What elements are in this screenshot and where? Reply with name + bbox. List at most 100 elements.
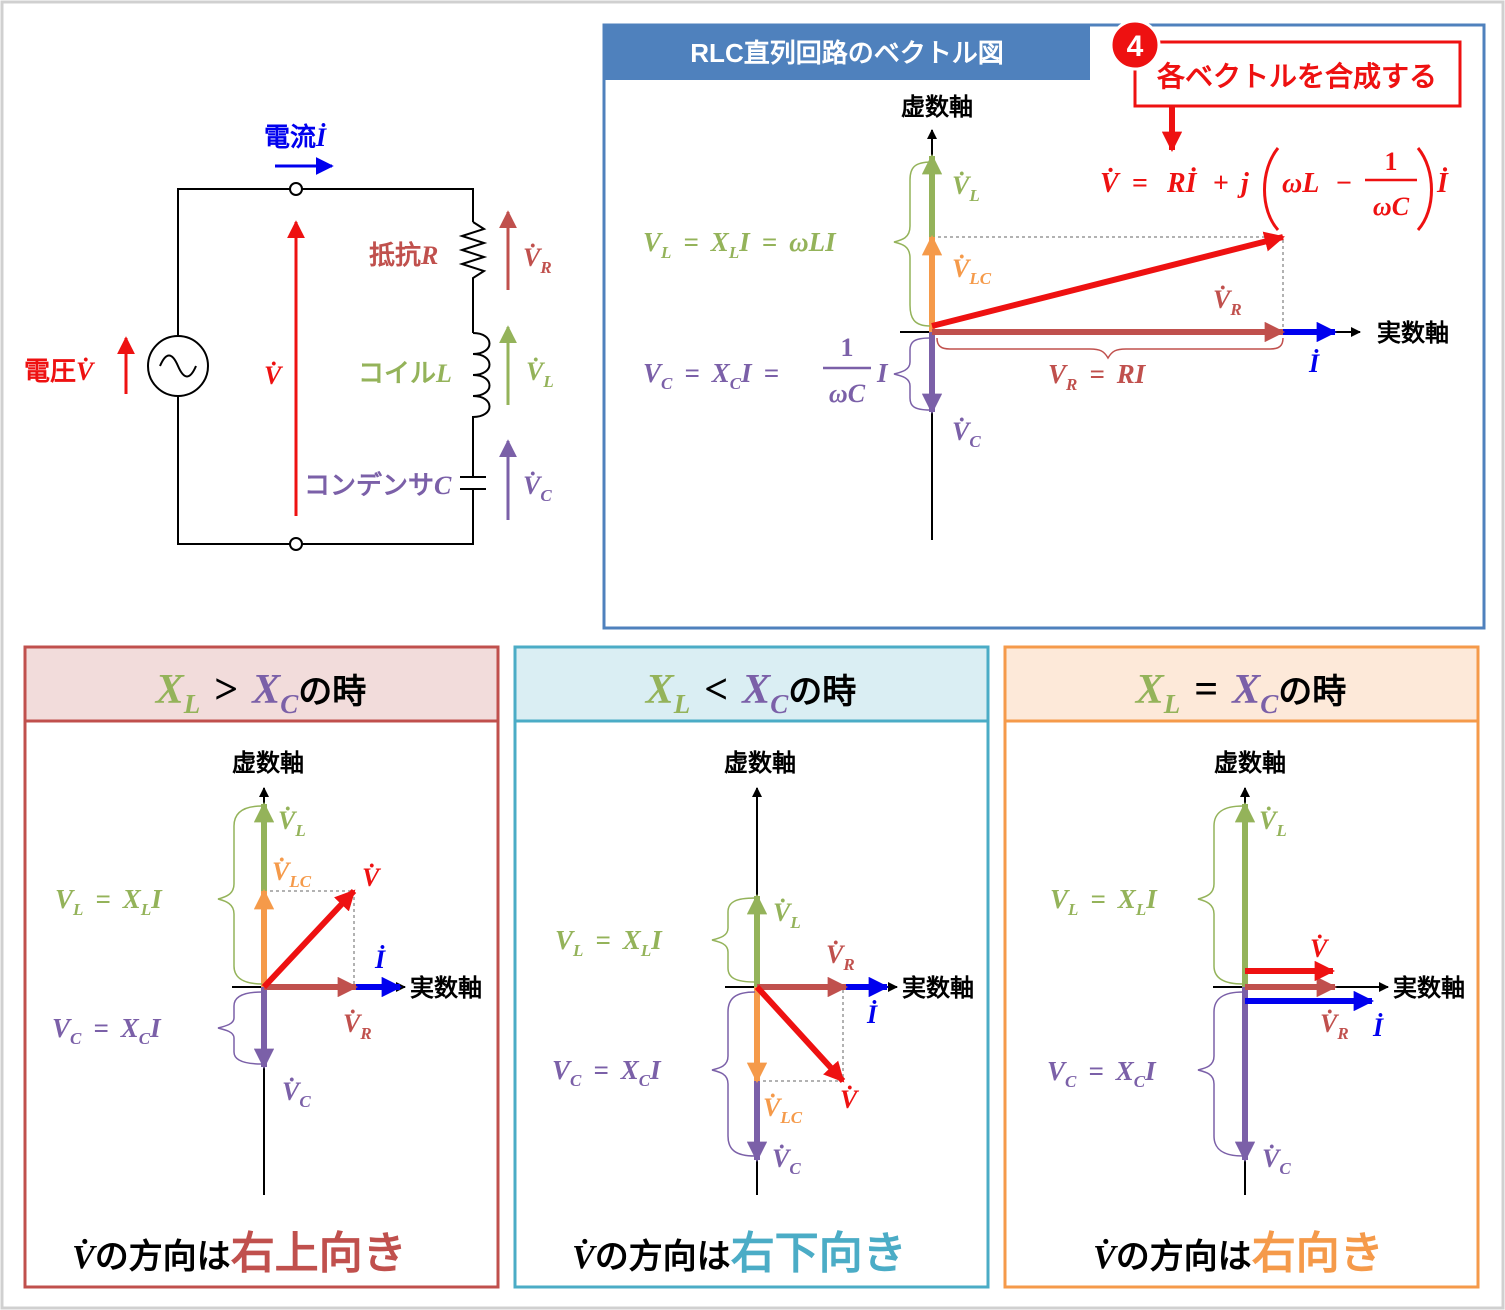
- main-panel-header: [604, 25, 1090, 80]
- main-vl-equation: VL = XLI = ωLI: [643, 227, 837, 262]
- panel-frame: [1003, 645, 1480, 1289]
- vl-label: V̇L: [526, 357, 554, 391]
- vc-equation: VC = XCI: [552, 1055, 662, 1090]
- terminal-bottom: [289, 537, 303, 551]
- step-text: 各ベクトルを合成する: [1156, 60, 1437, 92]
- imag-axis-label: 虚数軸: [1214, 750, 1286, 777]
- formula-plus: +: [1213, 168, 1229, 199]
- total-voltage-symbol: V̇: [264, 361, 284, 390]
- ac-wave-icon: [159, 354, 197, 378]
- current-label: 電流İ: [264, 122, 327, 152]
- vl-equation: VL = XLI: [55, 884, 163, 919]
- resistor-label: 抵抗R: [369, 240, 438, 270]
- formula-frac-num: 1: [1385, 147, 1398, 176]
- vl-equation: VL = XLI: [1050, 884, 1158, 919]
- formula-omega-l: ωL: [1282, 168, 1319, 199]
- vl-label: V̇L: [278, 806, 306, 840]
- vc-label: V̇C: [523, 471, 552, 505]
- panel-header: [513, 645, 990, 723]
- v-label: V̇: [1310, 934, 1330, 963]
- v-label: V̇: [362, 863, 382, 892]
- formula-frac-den: ωC: [1373, 192, 1410, 221]
- panel-title: XL < XCの時: [644, 667, 856, 719]
- main-panel-frame: [602, 23, 1486, 630]
- vl-label: V̇L: [773, 898, 801, 932]
- main-v-vector: [931, 231, 1285, 329]
- formula-eq: =: [1132, 168, 1148, 199]
- vc-brace: [711, 991, 756, 1157]
- panel-footer: V̇の方向は右下向き: [572, 1229, 907, 1278]
- imag-axis-label: 虚数軸: [232, 750, 304, 777]
- v-vector: [261, 888, 357, 990]
- coil-symbol: [472, 332, 491, 477]
- i-label: İ: [374, 945, 386, 974]
- panel-footer: V̇の方向は右上向き: [72, 1229, 407, 1278]
- vc-brace: [217, 991, 263, 1065]
- main-vc-brace: [893, 337, 931, 411]
- vl-brace: [711, 897, 756, 983]
- circuit-diagram: 電流İ V̇ 電圧V̇ 抵抗R V̇R コイルL V̇L コンデンサC V̇C: [24, 122, 554, 551]
- main-i-label: İ: [1308, 349, 1320, 378]
- vl-brace: [217, 805, 263, 985]
- source-voltage-label: 電圧V̇: [24, 356, 96, 386]
- formula-tail: İ: [1436, 168, 1449, 199]
- vr-label: V̇R: [523, 243, 552, 277]
- real-axis-label: 実数軸: [902, 974, 974, 1002]
- panel-xl-lt-xc: XL < XCの時 虚数軸 実数軸 V̇L V̇R İ V̇ V̇LC V̇C VL…: [513, 645, 990, 1289]
- svg-text:I: I: [876, 358, 889, 388]
- main-panel-title: RLC直列回路のベクトル図: [690, 38, 1003, 68]
- step-badge: [1109, 19, 1161, 71]
- panel-title: XL = XCの時: [1134, 667, 1346, 719]
- circuit-top-wire: [296, 188, 474, 222]
- imag-axis-label: 虚数軸: [724, 750, 796, 777]
- panel-frame: [513, 645, 990, 1289]
- vc-equation: VC = XCI: [52, 1013, 162, 1048]
- main-vlc-label: V̇LC: [952, 254, 992, 288]
- main-vr-brace: [936, 337, 1284, 360]
- v-vector: [754, 984, 846, 1084]
- svg-text:ωC: ωC: [829, 379, 866, 408]
- main-real-axis-label: 実数軸: [1377, 319, 1449, 347]
- vc-label: V̇C: [282, 1077, 311, 1111]
- real-axis-label: 実数軸: [1393, 974, 1465, 1002]
- impedance-formula: V̇ = Rİ + j ωL − 1 ωC İ: [1100, 147, 1449, 232]
- resistor-symbol: [458, 221, 488, 333]
- main-vector-panel: RLC直列回路のベクトル図 4 各ベクトルを合成する V̇ = Rİ + j ω…: [602, 19, 1486, 630]
- formula-left-paren: [1263, 147, 1280, 232]
- main-vc-label: V̇C: [952, 417, 981, 451]
- v-label: V̇: [840, 1085, 860, 1114]
- capacitor-label: コンデンサC: [304, 470, 452, 500]
- formula-r-term: Rİ: [1166, 168, 1198, 199]
- vl-brace: [1197, 805, 1244, 985]
- vl-equation: VL = XLI: [555, 925, 663, 960]
- vr-label: V̇R: [1320, 1009, 1349, 1043]
- formula-minus: −: [1336, 168, 1352, 199]
- vc-equation: VC = XCI: [1047, 1056, 1157, 1091]
- terminal-top: [289, 182, 303, 196]
- circuit-bottom-wire: [296, 489, 474, 545]
- formula-right-paren: [1416, 147, 1433, 232]
- main-imag-axis-label: 虚数軸: [901, 94, 973, 121]
- vlc-label: V̇LC: [272, 857, 312, 891]
- main-vl-label: V̇L: [952, 171, 980, 205]
- vc-label: V̇C: [772, 1144, 801, 1178]
- main-vr-equation: VR = RI: [1048, 359, 1147, 394]
- vlc-label: V̇LC: [763, 1093, 803, 1127]
- panel-header: [23, 645, 500, 723]
- panel-header: [1003, 645, 1480, 723]
- panel-title: XL > XCの時: [154, 667, 366, 719]
- step-callout-box: [1133, 40, 1462, 108]
- formula-lhs: V̇: [1100, 168, 1121, 199]
- vc-brace: [1197, 991, 1244, 1157]
- main-vc-equation: VC = XCI = 1 ωC I: [643, 333, 889, 408]
- i-label: İ: [866, 1000, 878, 1029]
- main-vl-brace: [893, 161, 933, 327]
- svg-text:1: 1: [841, 333, 854, 362]
- i-label: İ: [1372, 1013, 1384, 1042]
- real-axis-label: 実数軸: [410, 974, 482, 1002]
- vr-label: V̇R: [826, 940, 855, 974]
- coil-label: コイルL: [358, 358, 452, 388]
- panel-xl-gt-xc: XL > XCの時 虚数軸 実数軸 V̇L V̇LC V̇ İ V̇R V̇C VL…: [23, 645, 500, 1289]
